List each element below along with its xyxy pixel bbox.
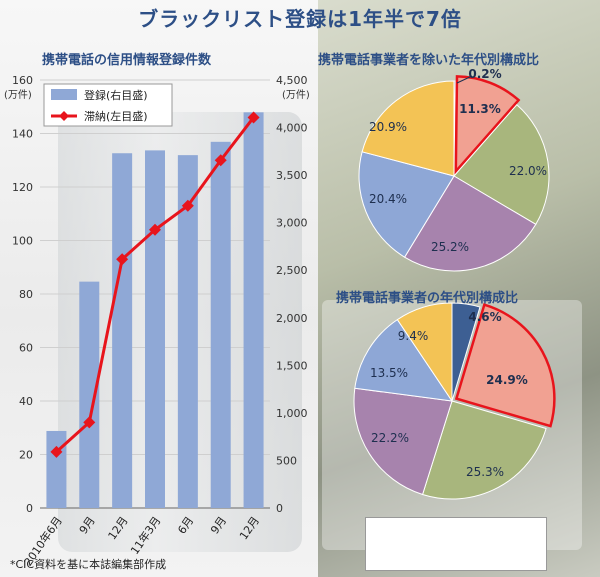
legend-label-line: 滞納(左目盛) — [84, 109, 148, 123]
line-marker — [214, 154, 227, 167]
bar — [177, 155, 198, 509]
left-tick-label: 0 — [26, 502, 33, 515]
pie-label: 11.3% — [459, 102, 501, 116]
bar-chart-title: 携帯電話の信用情報登録件数 — [42, 53, 212, 68]
pie-label: 20.4% — [369, 192, 407, 206]
right-tick-label: 1,000 — [276, 407, 308, 420]
right-tick-label: 4,000 — [276, 122, 308, 135]
pie-label: 22.2% — [371, 431, 409, 445]
pie-slice — [353, 387, 453, 496]
left-tick-label: 40 — [19, 395, 33, 408]
pie-slice — [453, 104, 550, 226]
bar — [79, 281, 100, 508]
bar — [243, 112, 264, 509]
pie-label: 13.5% — [370, 366, 408, 380]
left-tick-label: 120 — [12, 181, 33, 194]
pie-label: 0.2% — [468, 67, 501, 81]
bar — [210, 141, 231, 509]
line-marker — [83, 416, 96, 429]
bar — [46, 430, 67, 508]
bar — [112, 153, 133, 509]
pie-label: 24.9% — [486, 373, 528, 387]
pie-label: 25.3% — [466, 465, 504, 479]
pie-top-title: 携帯電話事業者を除いた年代別構成比 — [318, 53, 540, 68]
footnote: *CIC資料を基に本誌編集部作成 — [10, 558, 167, 571]
right-tick-label: 500 — [276, 454, 297, 467]
legend-label-bar: 登録(右目盛) — [84, 88, 148, 102]
left-tick-label: 60 — [19, 342, 33, 355]
left-tick-label: 100 — [12, 235, 33, 248]
pie-label: 4.6% — [468, 310, 501, 324]
x-tick-label: 12月 — [237, 514, 262, 542]
left-axis-unit: (万件) — [4, 89, 32, 101]
pie-slice — [421, 400, 547, 500]
line-marker — [247, 111, 260, 124]
main-title: ブラックリスト登録は1年半で7倍 — [138, 7, 462, 31]
right-tick-label: 4,500 — [276, 74, 308, 87]
pie-slice — [354, 318, 454, 402]
right-tick-label: 3,000 — [276, 217, 308, 230]
right-tick-label: 0 — [276, 502, 283, 515]
pie-label: 20.9% — [369, 120, 407, 134]
pie-label: 22.0% — [509, 164, 547, 178]
left-tick-label: 160 — [12, 74, 33, 87]
pie-slice — [361, 80, 455, 177]
pie-slice — [396, 302, 453, 403]
left-tick-label: 20 — [19, 449, 33, 462]
line-marker — [181, 199, 194, 212]
pie-slice — [403, 175, 537, 272]
x-tick-label: 6月 — [175, 514, 196, 536]
legend-swatch-bar — [51, 89, 77, 100]
pie-slice — [454, 75, 521, 175]
x-tick-label: 9月 — [77, 514, 98, 536]
pie-slice — [358, 151, 455, 258]
line-marker — [50, 445, 63, 458]
left-tick-label: 80 — [19, 288, 33, 301]
pie-bottom-title: 携帯電話事業者の年代別構成比 — [336, 291, 519, 306]
bar — [145, 150, 165, 509]
right-axis-unit: (万件) — [282, 89, 310, 101]
pie-label: 25.2% — [431, 240, 469, 254]
pie-label-leader — [456, 75, 473, 84]
right-tick-label: 1,500 — [276, 359, 308, 372]
right-tick-label: 2,500 — [276, 264, 308, 277]
line-marker — [149, 223, 161, 236]
left-tick-label: 140 — [12, 128, 33, 141]
x-tick-label: 11年3月 — [127, 514, 163, 557]
right-tick-label: 3,500 — [276, 169, 308, 182]
pie-legend — [365, 517, 547, 571]
line-marker — [116, 253, 129, 266]
legend-swatch-marker — [59, 111, 69, 121]
pie-slice — [454, 303, 556, 428]
x-tick-label: 12月 — [106, 514, 131, 542]
x-tick-label: 9月 — [208, 514, 229, 536]
right-tick-label: 2,000 — [276, 312, 308, 325]
pie-label: 9.4% — [398, 329, 429, 343]
